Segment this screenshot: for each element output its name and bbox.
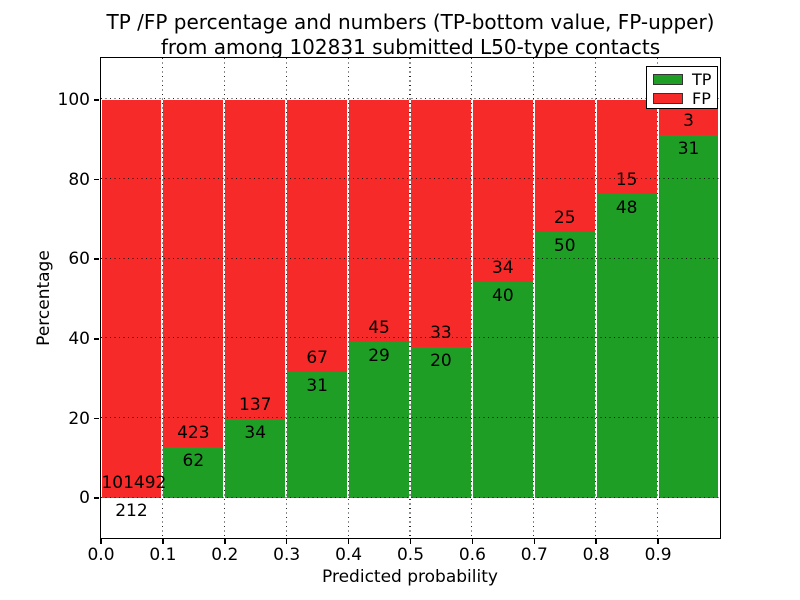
x-tick xyxy=(595,538,597,544)
fp-count-label: 101492 xyxy=(101,472,167,493)
y-axis-label: Percentage xyxy=(34,250,54,346)
tp-bar-segment xyxy=(162,446,225,498)
tp-bar-segment xyxy=(533,232,596,498)
v-gridline xyxy=(223,57,225,538)
tp-bar-segment xyxy=(657,134,720,498)
fp-count-label: 67 xyxy=(306,347,328,368)
y-tick xyxy=(94,178,99,181)
x-tick-label: 0.9 xyxy=(644,545,672,565)
v-gridline xyxy=(161,57,163,538)
x-tick xyxy=(533,538,536,544)
x-tick xyxy=(347,538,350,544)
x-tick xyxy=(409,538,412,544)
y-tick-label: 100 xyxy=(57,89,90,110)
chart-title-line2: from among 102831 submitted L50-type con… xyxy=(160,35,661,59)
tp-bar-segment xyxy=(595,194,658,498)
y-tick-label: 40 xyxy=(68,328,90,349)
x-tick-label: 0.1 xyxy=(149,545,177,565)
fp-count-label: 137 xyxy=(239,394,272,415)
chart-title-line1: TP /FP percentage and numbers (TP-bottom… xyxy=(106,10,715,34)
tp-count-label: 40 xyxy=(492,286,514,307)
x-tick xyxy=(471,538,474,544)
legend: TP FP xyxy=(646,66,718,109)
tp-count-label: 50 xyxy=(553,236,576,257)
v-gridline xyxy=(533,57,535,538)
tp-count-label: 31 xyxy=(677,138,700,159)
tp-count-label: 34 xyxy=(244,422,267,443)
tp-count-label: 29 xyxy=(368,345,390,366)
fp-bar-segment xyxy=(286,99,349,372)
legend-label-fp: FP xyxy=(692,88,711,108)
x-axis-label: Predicted probability xyxy=(322,567,498,587)
tp-bar-segment xyxy=(286,371,349,498)
y-tick xyxy=(94,497,99,499)
v-gridline xyxy=(595,57,597,538)
y-tick xyxy=(94,338,99,340)
x-tick-label: 0.7 xyxy=(520,545,548,565)
fp-count-label: 45 xyxy=(368,317,390,338)
tp-count-label: 212 xyxy=(115,500,148,521)
fp-bar-segment xyxy=(410,99,472,348)
fp-count-label: 25 xyxy=(553,208,576,229)
fp-bar-segment xyxy=(162,99,225,447)
v-gridline xyxy=(347,57,349,538)
fp-swatch-icon xyxy=(653,93,683,104)
fp-bar-segment xyxy=(348,99,410,342)
x-tick xyxy=(100,538,102,544)
x-tick-label: 0.3 xyxy=(273,545,301,565)
fp-bar-segment xyxy=(224,99,287,419)
y-tick-label: 0 xyxy=(79,488,90,509)
tp-count-label: 48 xyxy=(615,198,638,219)
x-tick xyxy=(285,538,288,544)
fp-count-label: 3 xyxy=(683,110,694,131)
v-gridline xyxy=(409,57,411,538)
y-tick-label: 20 xyxy=(68,408,90,429)
x-tick-label: 0.4 xyxy=(335,545,363,565)
y-tick-label: 80 xyxy=(68,169,90,190)
fp-count-label: 423 xyxy=(177,422,210,443)
v-gridline xyxy=(657,57,659,538)
x-tick-label: 0.6 xyxy=(458,545,486,565)
x-tick-label: 0.2 xyxy=(211,545,239,565)
y-tick xyxy=(94,417,99,420)
fp-count-label: 33 xyxy=(430,323,452,344)
fp-bar-segment xyxy=(471,99,534,283)
y-tick-label: 60 xyxy=(68,249,90,270)
fp-count-label: 15 xyxy=(615,170,638,191)
x-tick-label: 0.8 xyxy=(582,545,610,565)
tp-bar-segment xyxy=(471,282,534,498)
y-tick xyxy=(94,99,99,101)
tp-count-label: 20 xyxy=(430,351,452,372)
x-tick-label: 0.0 xyxy=(87,545,115,565)
legend-item-tp: TP xyxy=(653,71,717,88)
x-tick-label: 0.5 xyxy=(396,545,425,565)
legend-item-fp: FP xyxy=(653,90,717,107)
chart-title: TP /FP percentage and numbers (TP-bottom… xyxy=(101,10,720,60)
fp-bar-segment xyxy=(100,99,163,497)
x-tick xyxy=(224,538,226,544)
fp-count-label: 34 xyxy=(492,258,514,279)
v-gridline xyxy=(471,57,473,538)
tp-count-label: 62 xyxy=(182,450,205,471)
x-tick xyxy=(162,538,164,544)
tp-count-label: 31 xyxy=(306,375,328,396)
v-gridline xyxy=(285,57,287,538)
tp-swatch-icon xyxy=(653,74,683,85)
x-tick xyxy=(657,538,659,544)
y-tick xyxy=(94,258,99,260)
plot-area: 101492 212 423 62 137 34 67 31 45 29 33 20 34 40 25 50 1… xyxy=(99,56,721,539)
legend-label-tp: TP xyxy=(692,69,712,89)
